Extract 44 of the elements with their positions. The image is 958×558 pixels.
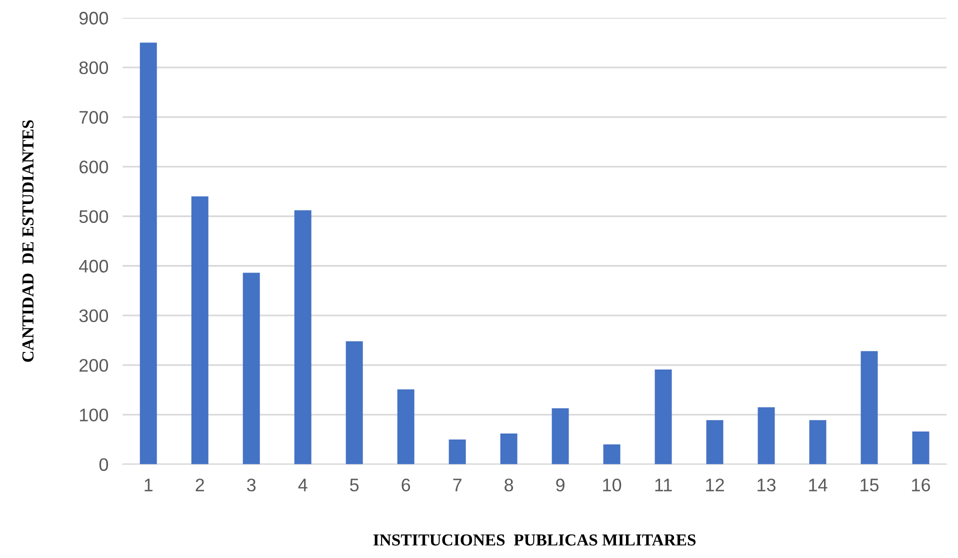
x-tick-label: 8 xyxy=(504,478,514,492)
x-tick-label: 3 xyxy=(247,478,256,492)
bar xyxy=(397,389,414,464)
x-tick-label: 6 xyxy=(402,478,410,492)
bar xyxy=(654,370,672,464)
bar xyxy=(912,432,930,464)
bar xyxy=(500,434,518,464)
x-tick-label: 15 xyxy=(860,478,879,492)
x-tick-label: 5 xyxy=(350,478,359,492)
x-tick-label: 2 xyxy=(196,478,204,492)
y-axis-title: CANTIDAD DE ESTUDIANTES xyxy=(22,120,34,362)
bar xyxy=(242,272,260,464)
y-tick-label: 900 xyxy=(79,12,108,25)
bar xyxy=(758,407,775,464)
y-tick-label: 0 xyxy=(99,458,108,471)
x-tick-label: 4 xyxy=(298,478,308,492)
y-tick-label: 200 xyxy=(80,358,108,372)
bar xyxy=(860,351,878,464)
x-tick-label: 11 xyxy=(655,478,672,492)
bar xyxy=(294,210,312,464)
bar xyxy=(448,439,466,464)
x-tick-label: 9 xyxy=(556,478,564,492)
x-tick-label: 14 xyxy=(809,478,828,492)
x-tick-label: 16 xyxy=(912,478,930,492)
y-tick-label: 800 xyxy=(79,61,108,74)
bar xyxy=(706,420,724,464)
x-tick-label: 10 xyxy=(603,478,622,492)
y-tick-label: 100 xyxy=(80,408,108,422)
y-tick-label: 600 xyxy=(80,160,108,174)
x-tick-label: 7 xyxy=(453,478,462,492)
x-axis-title: INSTITUCIONES PUBLICAS MILITARES xyxy=(373,534,696,546)
bar xyxy=(809,420,826,464)
x-tick-label: 13 xyxy=(758,478,776,492)
bar xyxy=(191,196,208,464)
bar xyxy=(140,42,157,464)
x-tick-label: 12 xyxy=(706,478,724,492)
y-tick-label: 400 xyxy=(79,260,108,273)
y-tick-label: 300 xyxy=(79,309,108,322)
bar xyxy=(346,341,363,464)
x-tick-label: 1 xyxy=(144,478,153,492)
bar xyxy=(552,408,569,464)
y-tick-label: 500 xyxy=(79,210,108,223)
y-tick-label: 700 xyxy=(80,110,108,124)
bar xyxy=(603,444,620,464)
